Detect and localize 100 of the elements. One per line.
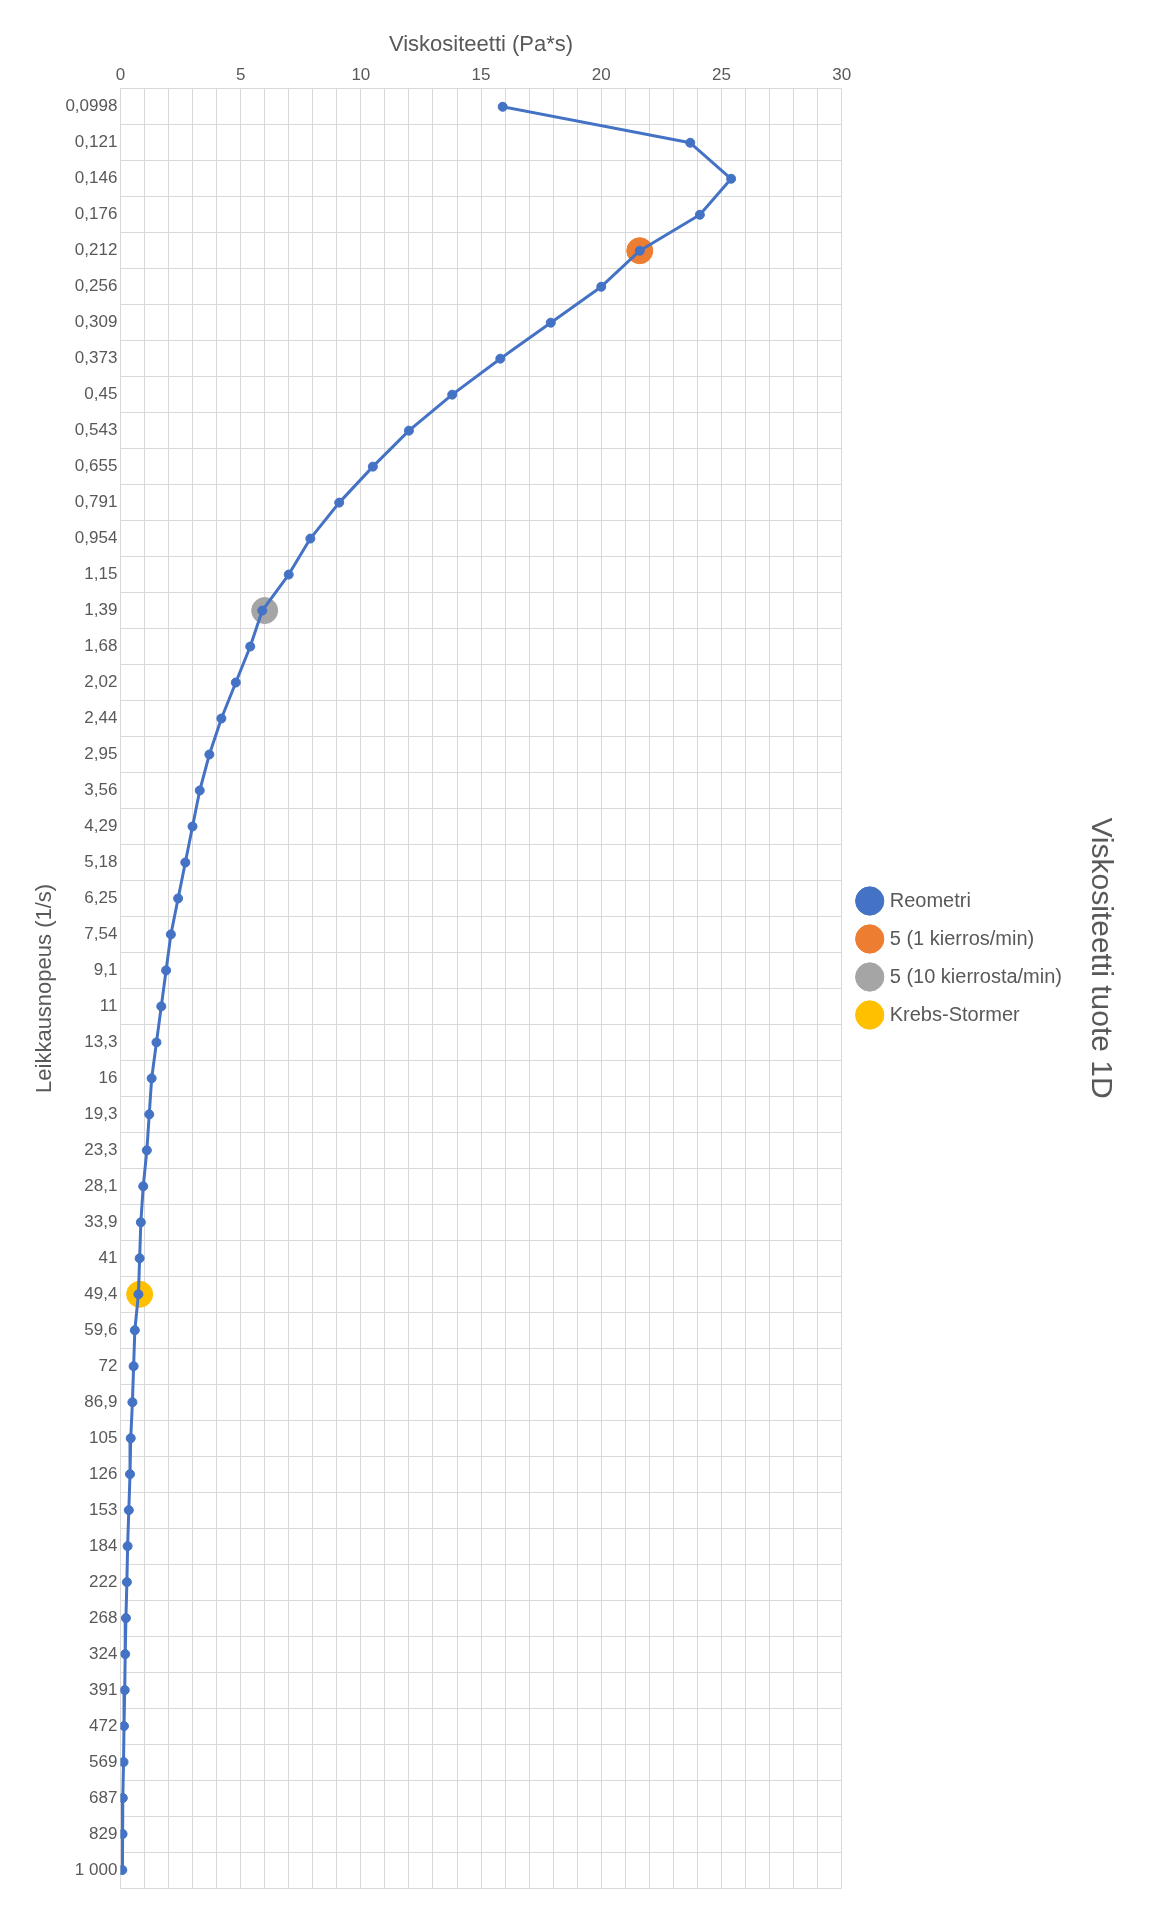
point: [180, 857, 191, 868]
point: [283, 569, 294, 580]
y-tick-label: 13,3: [84, 1032, 118, 1052]
y-tick-label: 0,45: [84, 384, 118, 404]
point: [685, 137, 696, 148]
y-tick-label: 1 000: [74, 1859, 118, 1879]
y-tick-label: 105: [89, 1427, 118, 1447]
legend-label: Krebs-Stormer: [889, 1002, 1021, 1025]
y-tick-label: 59,6: [84, 1319, 118, 1339]
y-tick-label: 23,3: [84, 1140, 118, 1160]
point: [120, 1685, 130, 1696]
x-tick-label: 25: [712, 65, 731, 85]
point: [123, 1505, 134, 1516]
y-tick-label: 7,54: [84, 924, 118, 944]
y-tick-label: 0,373: [74, 348, 118, 368]
point: [596, 281, 607, 292]
point: [156, 1001, 167, 1012]
y-tick-label: 4,29: [84, 816, 118, 836]
y-tick-label: 0,0998: [65, 96, 118, 116]
point: [334, 497, 345, 508]
y-tick-label: 0,146: [74, 168, 118, 188]
x-tick-label: 15: [471, 65, 491, 85]
point: [122, 1541, 133, 1552]
y-tick-label: 41: [98, 1247, 118, 1267]
y-tick-label: 268: [89, 1607, 118, 1627]
legend-label: 5 (1 kierros/min): [889, 926, 1035, 949]
y-tick-label: 569: [89, 1751, 118, 1771]
y-tick-label: 472: [89, 1715, 118, 1735]
y-tick-label: 0,121: [74, 132, 118, 152]
y-tick-label: 2,95: [84, 744, 118, 764]
y-tick-label: 9,1: [93, 960, 118, 980]
y-tick-label: 5,18: [84, 852, 118, 872]
y-tick-label: 1,39: [84, 600, 118, 620]
point: [230, 677, 241, 688]
y-tick-label: 86,9: [84, 1391, 118, 1411]
point: [187, 821, 198, 832]
y-tick-label: 0,954: [74, 528, 118, 548]
point: [545, 317, 556, 328]
x-axis-title: Viskositeetti (Pa*s): [388, 31, 574, 57]
point: [367, 461, 378, 472]
y-tick-label: 49,4: [84, 1283, 118, 1303]
point: [135, 1217, 146, 1228]
point: [120, 1865, 128, 1876]
point: [497, 101, 508, 112]
point: [173, 893, 184, 904]
point: [120, 1757, 129, 1768]
point: [245, 641, 256, 652]
point: [125, 1433, 136, 1444]
point: [120, 1649, 131, 1660]
y-tick-label: 324: [89, 1643, 118, 1663]
y-tick-label: 0,309: [74, 312, 118, 332]
x-tick-label: 20: [591, 65, 611, 85]
y-tick-label: 2,44: [84, 708, 118, 728]
x-tick-label: 10: [351, 65, 371, 85]
point: [403, 425, 414, 436]
y-axis-title: Leikkausnopeus (1/s): [31, 883, 57, 1093]
point: [194, 785, 205, 796]
text: Viskositeetti tuote 1D: [1085, 817, 1119, 1099]
point: [141, 1145, 152, 1156]
y-tick-label: 16: [98, 1068, 118, 1088]
y-tick-label: 2,02: [84, 672, 118, 692]
y-tick-label: 391: [89, 1679, 118, 1699]
y-tick-label: 0,655: [74, 456, 118, 476]
point: [165, 929, 176, 940]
y-tick-label: 6,25: [84, 888, 118, 908]
y-tick-label: 0,176: [74, 204, 118, 224]
legend-label: Reometri: [889, 888, 971, 911]
point: [125, 1469, 136, 1480]
point: [120, 1793, 128, 1804]
y-tick-label: 829: [89, 1823, 118, 1843]
point: [144, 1109, 155, 1120]
y-tick-label: 3,56: [84, 780, 118, 800]
point: [134, 1253, 145, 1264]
x-tick-label: 5: [235, 65, 246, 85]
y-tick-label: 1,68: [84, 636, 118, 656]
y-tick-label: 0,256: [74, 276, 118, 296]
y-tick-label: 126: [89, 1463, 118, 1483]
point: [121, 1577, 132, 1588]
point: [447, 389, 458, 400]
y-tick-label: 11: [99, 996, 118, 1016]
point: [138, 1181, 149, 1192]
point: [216, 713, 227, 724]
y-tick-label: 0,791: [74, 492, 118, 512]
x-tick-label: 0: [115, 65, 126, 85]
legend-label: 5 (10 kierrosta/min): [889, 964, 1063, 987]
y-tick-label: 19,3: [84, 1104, 118, 1124]
point: [726, 173, 737, 184]
y-tick-label: 33,9: [84, 1211, 118, 1231]
point: [128, 1361, 139, 1372]
point: [127, 1397, 138, 1408]
y-tick-label: 0,543: [74, 420, 118, 440]
point: [120, 1613, 131, 1624]
point: [146, 1073, 157, 1084]
x-tick-label: 30: [832, 65, 852, 85]
point: [495, 353, 506, 364]
point: [120, 1829, 128, 1840]
y-tick-label: 184: [89, 1535, 118, 1555]
point: [305, 533, 316, 544]
point: [151, 1037, 162, 1048]
point: [161, 965, 172, 976]
